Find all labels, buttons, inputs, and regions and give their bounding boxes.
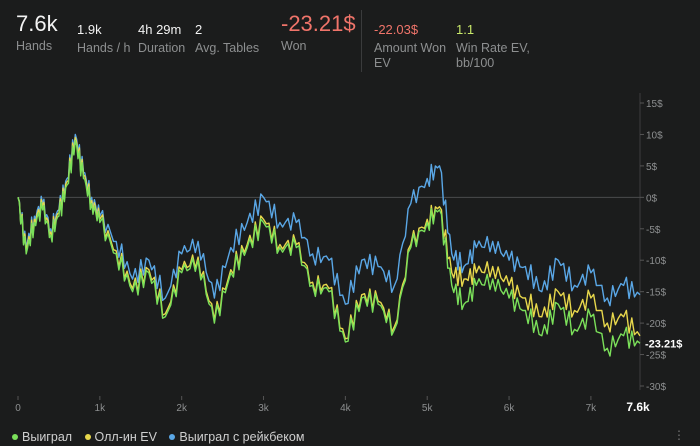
win-rate-ev-label: Win Rate EV, bb/100 [456, 41, 530, 70]
x-tick-label: 4k [340, 403, 352, 414]
legend-allin-label: Олл-ин EV [94, 430, 157, 444]
legend-rakeback-label: Выиграл с рейкбеком [179, 430, 305, 444]
x-tick-label: 2k [176, 403, 188, 414]
x-tick-label: 0 [15, 403, 21, 414]
duration-label: Duration [138, 41, 186, 55]
x-tick-label: 1k [95, 403, 107, 414]
legend-allin-dot-icon [84, 434, 91, 440]
series-line-0 [17, 140, 641, 357]
x-end-label: 7.6k [626, 400, 650, 414]
series-line-1 [17, 136, 641, 340]
y-tick-label: -25$ [646, 351, 666, 362]
amount-won-ev-label: Amount Won EV [374, 41, 447, 70]
avg-tables-value: 2 [195, 22, 203, 37]
hands-per-hour-label: Hands / h [77, 41, 131, 55]
won-label: Won [281, 39, 307, 53]
won-value: -23.21$ [281, 11, 356, 36]
duration-value: 4h 29m [138, 22, 182, 37]
win-rate-ev-value: 1.1 [456, 22, 475, 37]
current-value-label: -23.21$ [645, 338, 682, 350]
stats-header: 7.6k Hands 1.9k Hands / h 4h 29m Duratio… [0, 0, 700, 80]
profit-chart: 15$ 10$ 5$ 0$ -5$ -10$ -15$ -20$ -25$ -30$ 0 1k 2k 3k… [15, 93, 682, 414]
legend-item-won[interactable]: Выиграл [12, 430, 72, 444]
stat-amount-won-ev: -22.03$ Amount Won EV [374, 22, 450, 71]
y-tick-label: -15$ [646, 288, 666, 299]
hands-label: Hands [16, 39, 53, 53]
legend-won-label: Выиграл [22, 430, 73, 444]
stats-divider [361, 10, 362, 72]
stat-win-rate-ev: 1.1 Win Rate EV, bb/100 [456, 22, 536, 71]
hands-per-hour-value: 1.9k [77, 22, 102, 37]
legend-won-dot-icon [12, 434, 18, 440]
legend-item-allin-ev[interactable]: Олл-ин EV [84, 430, 157, 444]
legend-rakeback-dot-icon [169, 434, 176, 440]
y-tick-label: 15$ [646, 99, 663, 110]
y-tick-label: -5$ [646, 225, 661, 236]
stat-hands: 7.6k Hands [16, 12, 58, 54]
amount-won-ev-value: -22.03$ [374, 22, 419, 37]
stat-hands-per-hour: 1.9k Hands / h [77, 22, 131, 56]
series-line-2 [17, 133, 641, 307]
stat-avg-tables: 2 Avg. Tables [195, 22, 259, 56]
y-tick-label: 5$ [646, 162, 658, 173]
y-tick-label: -10$ [646, 256, 666, 267]
stat-won: -23.21$ Won [281, 12, 356, 54]
legend-item-rakeback[interactable]: Выиграл с рейкбеком [169, 430, 304, 444]
y-tick-label: 0$ [646, 193, 658, 204]
x-tick-label: 6k [504, 403, 516, 414]
x-tick-label: 3k [258, 403, 270, 414]
chart-legend: Выиграл Олл-ин EV Выиграл с рейкбеком [12, 429, 313, 444]
x-tick-label: 5k [422, 403, 434, 414]
y-tick-label: -20$ [646, 319, 666, 330]
avg-tables-label: Avg. Tables [195, 41, 260, 55]
more-dots-icon[interactable]: ⋮ [673, 428, 686, 442]
hands-value: 7.6k [16, 11, 58, 36]
stat-duration: 4h 29m Duration [138, 22, 185, 56]
y-tick-label: 10$ [646, 130, 663, 141]
x-tick-label: 7k [586, 403, 598, 414]
y-tick-label: -30$ [646, 382, 666, 393]
